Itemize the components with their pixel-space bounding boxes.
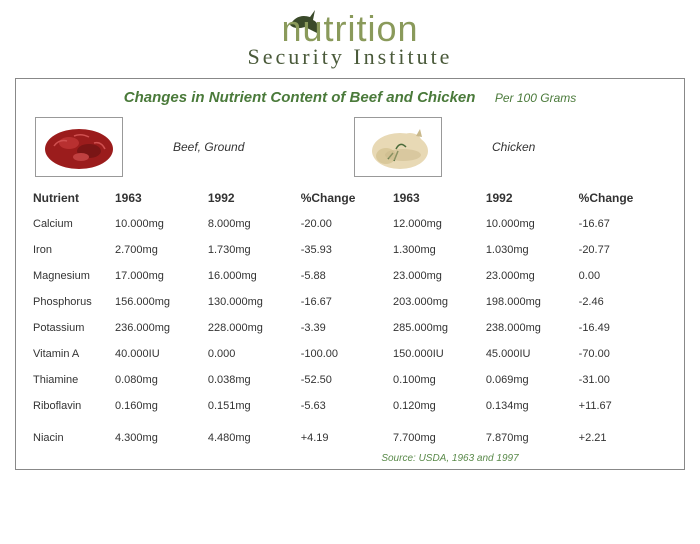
table-row: Vitamin A40.000IU0.000-100.00150.000IU45… xyxy=(31,341,669,367)
table-cell: 236.000mg xyxy=(113,315,206,341)
table-cell: Iron xyxy=(31,237,113,263)
table-cell: -16.49 xyxy=(577,315,669,341)
table-cell: 130.000mg xyxy=(206,289,299,315)
table-cell: Thiamine xyxy=(31,367,113,393)
logo-header: nutrition Security Institute xyxy=(0,0,700,90)
table-cell: +4.19 xyxy=(299,422,391,451)
table-cell: 16.000mg xyxy=(206,263,299,289)
chicken-label: Chicken xyxy=(492,140,535,154)
table-cell: 0.151mg xyxy=(206,393,299,422)
table-cell: -20.77 xyxy=(577,237,669,263)
table-row: Calcium10.000mg8.000mg-20.0012.000mg10.0… xyxy=(31,211,669,237)
table-cell: 285.000mg xyxy=(391,315,484,341)
table-cell: 0.038mg xyxy=(206,367,299,393)
table-cell: 203.000mg xyxy=(391,289,484,315)
table-cell: Phosphorus xyxy=(31,289,113,315)
source-citation: Source: USDA, 1963 and 1997 xyxy=(31,453,669,464)
table-cell: 0.069mg xyxy=(484,367,577,393)
table-header-row: Nutrient 1963 1992 %Change 1963 1992 %Ch… xyxy=(31,185,669,211)
table-cell: 0.000 xyxy=(206,341,299,367)
table-cell: Magnesium xyxy=(31,263,113,289)
table-cell: Niacin xyxy=(31,422,113,451)
table-row: Iron2.700mg1.730mg-35.931.300mg1.030mg-2… xyxy=(31,237,669,263)
table-cell: 7.700mg xyxy=(391,422,484,451)
table-cell: 1.030mg xyxy=(484,237,577,263)
table-cell: 0.160mg xyxy=(113,393,206,422)
table-cell: -20.00 xyxy=(299,211,391,237)
table-cell: 198.000mg xyxy=(484,289,577,315)
table-cell: -52.50 xyxy=(299,367,391,393)
table-cell: 23.000mg xyxy=(391,263,484,289)
title-row: Changes in Nutrient Content of Beef and … xyxy=(31,89,669,107)
table-cell: Riboflavin xyxy=(31,393,113,422)
title-per: Per 100 Grams xyxy=(495,91,576,105)
table-cell: -16.67 xyxy=(577,211,669,237)
chicken-image xyxy=(354,117,442,177)
table-cell: +2.21 xyxy=(577,422,669,451)
table-cell: 10.000mg xyxy=(484,211,577,237)
table-cell: -2.46 xyxy=(577,289,669,315)
table-cell: 17.000mg xyxy=(113,263,206,289)
table-cell: 45.000IU xyxy=(484,341,577,367)
beef-pair: Beef, Ground xyxy=(31,117,350,177)
table-cell: 12.000mg xyxy=(391,211,484,237)
table-cell: 0.100mg xyxy=(391,367,484,393)
food-images-row: Beef, Ground Chicken xyxy=(31,117,669,177)
table-cell: 0.134mg xyxy=(484,393,577,422)
table-cell: -35.93 xyxy=(299,237,391,263)
table-cell: 23.000mg xyxy=(484,263,577,289)
table-cell: 228.000mg xyxy=(206,315,299,341)
col-beef-1992: 1992 xyxy=(206,185,299,211)
col-chicken-1992: 1992 xyxy=(484,185,577,211)
content-frame: Changes in Nutrient Content of Beef and … xyxy=(15,78,685,470)
logo-word: nutrition xyxy=(281,8,418,50)
table-cell: Vitamin A xyxy=(31,341,113,367)
table-cell: 7.870mg xyxy=(484,422,577,451)
table-cell: 238.000mg xyxy=(484,315,577,341)
beef-label: Beef, Ground xyxy=(173,140,244,154)
col-chicken-change: %Change xyxy=(577,185,669,211)
table-cell: Calcium xyxy=(31,211,113,237)
table-cell: 1.730mg xyxy=(206,237,299,263)
chicken-pair: Chicken xyxy=(350,117,669,177)
table-row: Niacin4.300mg4.480mg+4.197.700mg7.870mg+… xyxy=(31,422,669,451)
table-cell: -3.39 xyxy=(299,315,391,341)
col-beef-change: %Change xyxy=(299,185,391,211)
col-beef-1963: 1963 xyxy=(113,185,206,211)
beef-image xyxy=(35,117,123,177)
table-cell: -70.00 xyxy=(577,341,669,367)
table-cell: -100.00 xyxy=(299,341,391,367)
table-cell: 4.300mg xyxy=(113,422,206,451)
table-cell: -31.00 xyxy=(577,367,669,393)
table-row: Phosphorus156.000mg130.000mg-16.67203.00… xyxy=(31,289,669,315)
table-row: Thiamine0.080mg0.038mg-52.500.100mg0.069… xyxy=(31,367,669,393)
table-cell: -16.67 xyxy=(299,289,391,315)
col-chicken-1963: 1963 xyxy=(391,185,484,211)
table-cell: 8.000mg xyxy=(206,211,299,237)
table-row: Riboflavin0.160mg0.151mg-5.630.120mg0.13… xyxy=(31,393,669,422)
table-cell: 1.300mg xyxy=(391,237,484,263)
table-row: Potassium236.000mg228.000mg-3.39285.000m… xyxy=(31,315,669,341)
table-row: Magnesium17.000mg16.000mg-5.8823.000mg23… xyxy=(31,263,669,289)
table-cell: 40.000IU xyxy=(113,341,206,367)
nutrient-table: Nutrient 1963 1992 %Change 1963 1992 %Ch… xyxy=(31,185,669,451)
table-cell: 0.00 xyxy=(577,263,669,289)
table-cell: Potassium xyxy=(31,315,113,341)
table-cell: 10.000mg xyxy=(113,211,206,237)
table-cell: +11.67 xyxy=(577,393,669,422)
table-cell: -5.63 xyxy=(299,393,391,422)
table-cell: 2.700mg xyxy=(113,237,206,263)
col-nutrient: Nutrient xyxy=(31,185,113,211)
table-cell: 4.480mg xyxy=(206,422,299,451)
table-cell: 156.000mg xyxy=(113,289,206,315)
table-cell: -5.88 xyxy=(299,263,391,289)
page-title: Changes in Nutrient Content of Beef and … xyxy=(124,89,476,106)
table-cell: 0.080mg xyxy=(113,367,206,393)
table-cell: 0.120mg xyxy=(391,393,484,422)
table-cell: 150.000IU xyxy=(391,341,484,367)
